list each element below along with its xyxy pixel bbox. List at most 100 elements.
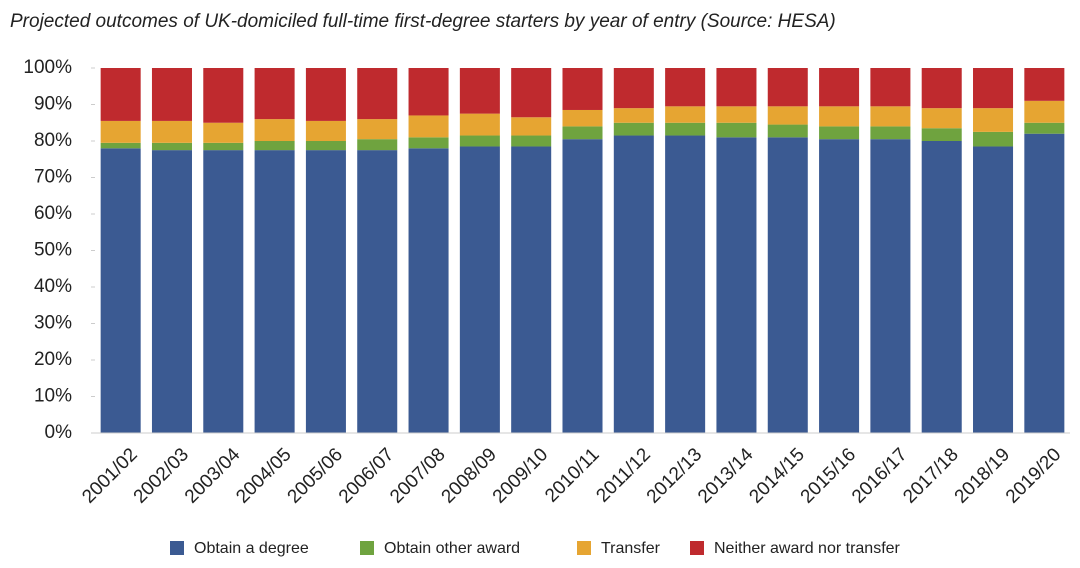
bar-segment bbox=[305, 141, 346, 151]
bar-segment bbox=[408, 137, 449, 149]
chart-title: Projected outcomes of UK-domiciled full-… bbox=[10, 11, 836, 32]
bar-segment bbox=[305, 120, 346, 141]
bar-segment bbox=[819, 106, 860, 127]
bar-segment bbox=[562, 109, 603, 127]
bar-segment bbox=[613, 108, 654, 123]
bar-segment bbox=[408, 115, 449, 138]
bar-segment bbox=[1024, 100, 1065, 123]
bar-segment bbox=[459, 135, 500, 147]
bar-segment bbox=[254, 68, 295, 120]
bar-segment bbox=[511, 68, 552, 118]
x-tick-label: 2018/19 bbox=[951, 444, 1014, 507]
bar-segment bbox=[613, 122, 654, 136]
bar-segment bbox=[613, 135, 654, 433]
bar-segment bbox=[357, 68, 398, 120]
legend-swatch bbox=[690, 541, 704, 555]
legend-swatch bbox=[360, 541, 374, 555]
bar-segment bbox=[151, 142, 192, 151]
legend-swatch bbox=[577, 541, 591, 555]
bar-segment bbox=[254, 141, 295, 151]
bar-segment bbox=[767, 106, 808, 125]
bar-segment bbox=[870, 126, 911, 140]
y-tick-label: 60% bbox=[34, 203, 72, 224]
x-tick-label: 2016/17 bbox=[848, 444, 911, 507]
bar-segment bbox=[100, 142, 141, 149]
bar-segment bbox=[767, 124, 808, 138]
bar-segment bbox=[767, 68, 808, 107]
bar-segment bbox=[973, 146, 1014, 433]
bar-segment bbox=[459, 146, 500, 433]
bar-segment bbox=[613, 68, 654, 109]
bar-segment bbox=[819, 68, 860, 107]
bar-segment bbox=[562, 126, 603, 140]
y-tick-label: 90% bbox=[34, 94, 72, 115]
x-tick-label: 2019/20 bbox=[1002, 444, 1065, 507]
bar-segment bbox=[100, 120, 141, 143]
x-tick-label: 2001/02 bbox=[78, 444, 141, 507]
x-tick-label: 2007/08 bbox=[386, 444, 449, 507]
bar-segment bbox=[716, 137, 757, 433]
bar-segment bbox=[357, 119, 398, 140]
y-tick-label: 30% bbox=[34, 313, 72, 334]
bar-segment bbox=[1024, 133, 1065, 433]
bar-segment bbox=[459, 68, 500, 114]
bar-segment bbox=[716, 106, 757, 123]
bar-segment bbox=[203, 68, 244, 123]
bar-segment bbox=[408, 148, 449, 434]
legend-label: Obtain a degree bbox=[194, 540, 309, 557]
bar-segment bbox=[459, 113, 500, 136]
x-tick-label: 2013/14 bbox=[694, 444, 758, 508]
bar-segment bbox=[305, 68, 346, 121]
bar-segment bbox=[562, 139, 603, 434]
bar-segment bbox=[511, 146, 552, 433]
x-tick-label: 2003/04 bbox=[181, 444, 245, 508]
legend-label: Neither award nor transfer bbox=[714, 540, 901, 557]
bar-segment bbox=[665, 122, 706, 136]
bar-segment bbox=[870, 68, 911, 107]
bar-segment bbox=[973, 68, 1014, 109]
bar-segment bbox=[1024, 122, 1065, 134]
bar-segment bbox=[665, 68, 706, 107]
y-tick-label: 10% bbox=[34, 386, 72, 407]
bar-segment bbox=[203, 122, 244, 143]
bar-segment bbox=[921, 68, 962, 109]
bar-segment bbox=[870, 106, 911, 127]
legend-swatch bbox=[170, 541, 184, 555]
bar-segment bbox=[819, 126, 860, 140]
x-tick-label: 2014/15 bbox=[745, 444, 808, 507]
y-tick-label: 50% bbox=[34, 240, 72, 261]
bar-segment bbox=[665, 135, 706, 433]
bar-segment bbox=[716, 122, 757, 138]
bar-segment bbox=[305, 150, 346, 433]
bar-segment bbox=[767, 137, 808, 433]
bar-segment bbox=[254, 119, 295, 141]
x-tick-label: 2009/10 bbox=[489, 444, 552, 507]
x-tick-label: 2002/03 bbox=[130, 444, 193, 507]
bar-segment bbox=[1024, 68, 1065, 101]
bar-segment bbox=[819, 139, 860, 434]
x-tick-label: 2015/16 bbox=[797, 444, 860, 507]
bar-segment bbox=[357, 150, 398, 433]
bar-segment bbox=[100, 68, 141, 121]
legend-label: Transfer bbox=[601, 540, 661, 557]
bar-segment bbox=[357, 139, 398, 151]
x-tick-label: 2011/12 bbox=[592, 444, 654, 506]
bar-segment bbox=[203, 150, 244, 433]
bar-segment bbox=[511, 135, 552, 147]
bar-segment bbox=[973, 131, 1014, 147]
bar-segment bbox=[408, 68, 449, 116]
bar-segment bbox=[562, 68, 603, 110]
bar-segment bbox=[665, 106, 706, 123]
x-tick-label: 2012/13 bbox=[643, 444, 706, 507]
bar-segment bbox=[254, 150, 295, 433]
x-tick-label: 2006/07 bbox=[335, 444, 398, 507]
x-tick-label: 2008/09 bbox=[438, 444, 501, 507]
x-tick-label: 2005/06 bbox=[284, 444, 347, 507]
bar-segment bbox=[921, 141, 962, 433]
bar-segment bbox=[870, 139, 911, 434]
y-tick-label: 40% bbox=[34, 276, 72, 297]
y-tick-label: 100% bbox=[23, 57, 72, 78]
bar-segment bbox=[921, 128, 962, 141]
bar-segment bbox=[511, 117, 552, 136]
